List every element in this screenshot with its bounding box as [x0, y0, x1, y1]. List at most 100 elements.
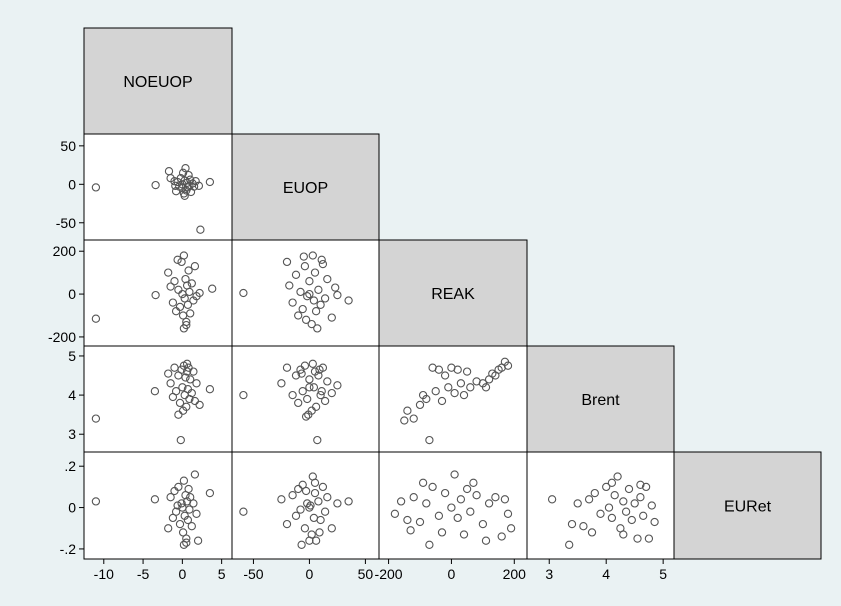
point-euret-vs-noeuop — [179, 540, 189, 549]
point-reak-vs-euop — [296, 287, 305, 297]
point-reak-vs-euop — [300, 262, 310, 271]
point-brent-vs-euop — [298, 387, 307, 396]
y-tick-label-reak: 0 — [68, 286, 76, 302]
point-euop-vs-noeuop — [181, 164, 190, 173]
point-euret-vs-euop — [277, 495, 286, 504]
point-euret-vs-euop — [310, 488, 320, 498]
point-euop-vs-noeuop — [91, 183, 101, 192]
point-euret-vs-reak — [497, 532, 506, 541]
point-brent-vs-euop — [305, 383, 314, 392]
point-brent-vs-euop — [277, 379, 286, 388]
point-reak-vs-euop — [288, 298, 297, 307]
point-euret-vs-noeuop — [171, 507, 181, 516]
y-tick-label-euret: .2 — [64, 458, 76, 474]
point-euret-vs-euop — [291, 511, 301, 520]
point-reak-vs-noeuop — [91, 314, 101, 323]
point-euret-vs-euop — [320, 507, 330, 516]
point-euret-vs-brent — [621, 507, 631, 516]
point-brent-vs-euop — [300, 361, 310, 370]
point-euret-vs-brent — [619, 497, 628, 506]
point-euop-vs-noeuop — [184, 170, 193, 180]
x-tick-label-euop: 50 — [358, 566, 374, 582]
point-reak-vs-euop — [333, 290, 342, 300]
x-tick-label-euop: -50 — [243, 566, 263, 582]
point-euret-vs-euop — [282, 519, 292, 529]
point-reak-vs-euop — [299, 252, 308, 261]
point-euret-vs-reak — [478, 519, 488, 529]
point-brent-vs-euop — [282, 363, 292, 372]
point-brent-vs-reak — [437, 396, 447, 406]
point-euop-vs-noeuop — [171, 187, 181, 196]
point-brent-vs-reak — [466, 383, 475, 392]
point-euret-vs-reak — [447, 503, 456, 512]
point-euret-vs-noeuop — [166, 493, 175, 502]
point-brent-vs-noeuop — [171, 387, 181, 396]
point-reak-vs-euop — [309, 296, 319, 305]
point-brent-vs-noeuop — [189, 367, 198, 376]
point-euret-vs-brent — [624, 484, 634, 494]
scatter-panel-euop-vs-noeuop — [83, 133, 233, 241]
point-euret-vs-reak — [472, 491, 481, 500]
point-euret-vs-noeuop — [173, 501, 182, 510]
point-brent-vs-euop — [311, 402, 321, 411]
point-euret-vs-brent — [547, 495, 557, 504]
x-tick-label-noeuop: -5 — [137, 566, 150, 582]
x-tick-label-brent: 4 — [602, 566, 610, 582]
point-brent-vs-euop — [305, 375, 314, 384]
point-euret-vs-euop — [316, 515, 325, 525]
y-tick-label-euret: -.2 — [60, 541, 77, 557]
variable-label-euret: EURet — [724, 499, 772, 516]
point-euret-vs-reak — [403, 515, 412, 525]
point-euret-vs-brent — [636, 480, 645, 489]
point-brent-vs-noeuop — [166, 379, 175, 388]
point-reak-vs-euop — [320, 294, 330, 303]
point-euret-vs-brent — [610, 491, 619, 500]
point-brent-vs-reak — [422, 394, 431, 404]
point-brent-vs-noeuop — [91, 414, 101, 423]
point-euret-vs-reak — [462, 484, 472, 494]
point-brent-vs-noeuop — [192, 379, 201, 388]
x-tick-label-noeuop: -10 — [94, 566, 114, 582]
point-reak-vs-noeuop — [195, 288, 204, 298]
point-euret-vs-euop — [344, 497, 353, 506]
point-reak-vs-euop — [323, 274, 332, 284]
point-reak-vs-noeuop — [185, 287, 194, 297]
point-euret-vs-brent — [647, 501, 656, 510]
point-euret-vs-reak — [415, 517, 425, 527]
point-brent-vs-euop — [297, 369, 306, 378]
x-tick-label-brent: 3 — [545, 566, 553, 582]
point-euret-vs-reak — [428, 482, 437, 492]
point-brent-vs-euop — [314, 371, 323, 380]
point-euret-vs-brent — [607, 513, 617, 523]
point-reak-vs-euop — [294, 311, 303, 320]
point-reak-vs-euop — [331, 283, 340, 292]
point-euop-vs-noeuop — [151, 180, 160, 190]
point-euret-vs-reak — [418, 478, 428, 487]
x-tick-label-euop: 0 — [306, 566, 314, 582]
point-euret-vs-euop — [300, 524, 310, 533]
point-euret-vs-noeuop — [187, 522, 196, 531]
point-euret-vs-reak — [469, 478, 478, 487]
point-brent-vs-reak — [462, 367, 472, 376]
point-euret-vs-euop — [301, 486, 311, 496]
point-euop-vs-noeuop — [180, 176, 189, 185]
point-euret-vs-reak — [506, 524, 516, 533]
point-euret-vs-noeuop — [174, 482, 183, 492]
scatter-panel-brent-vs-noeuop — [83, 345, 233, 453]
point-brent-vs-noeuop — [182, 402, 191, 411]
point-euret-vs-reak — [453, 513, 462, 523]
point-brent-vs-reak — [456, 379, 466, 388]
point-euop-vs-noeuop — [194, 181, 204, 190]
scatter-panel-euret-vs-noeuop — [83, 451, 233, 560]
point-reak-vs-euop — [301, 315, 311, 324]
point-euret-vs-euop — [327, 524, 336, 533]
diagonal-cell-brent — [526, 345, 675, 453]
point-brent-vs-reak — [450, 388, 459, 398]
point-euret-vs-noeuop — [175, 519, 185, 529]
point-brent-vs-noeuop — [164, 369, 173, 378]
point-brent-vs-reak — [440, 371, 450, 380]
point-reak-vs-euop — [311, 307, 321, 316]
point-euret-vs-reak — [406, 526, 415, 535]
point-brent-vs-noeuop — [150, 387, 160, 396]
